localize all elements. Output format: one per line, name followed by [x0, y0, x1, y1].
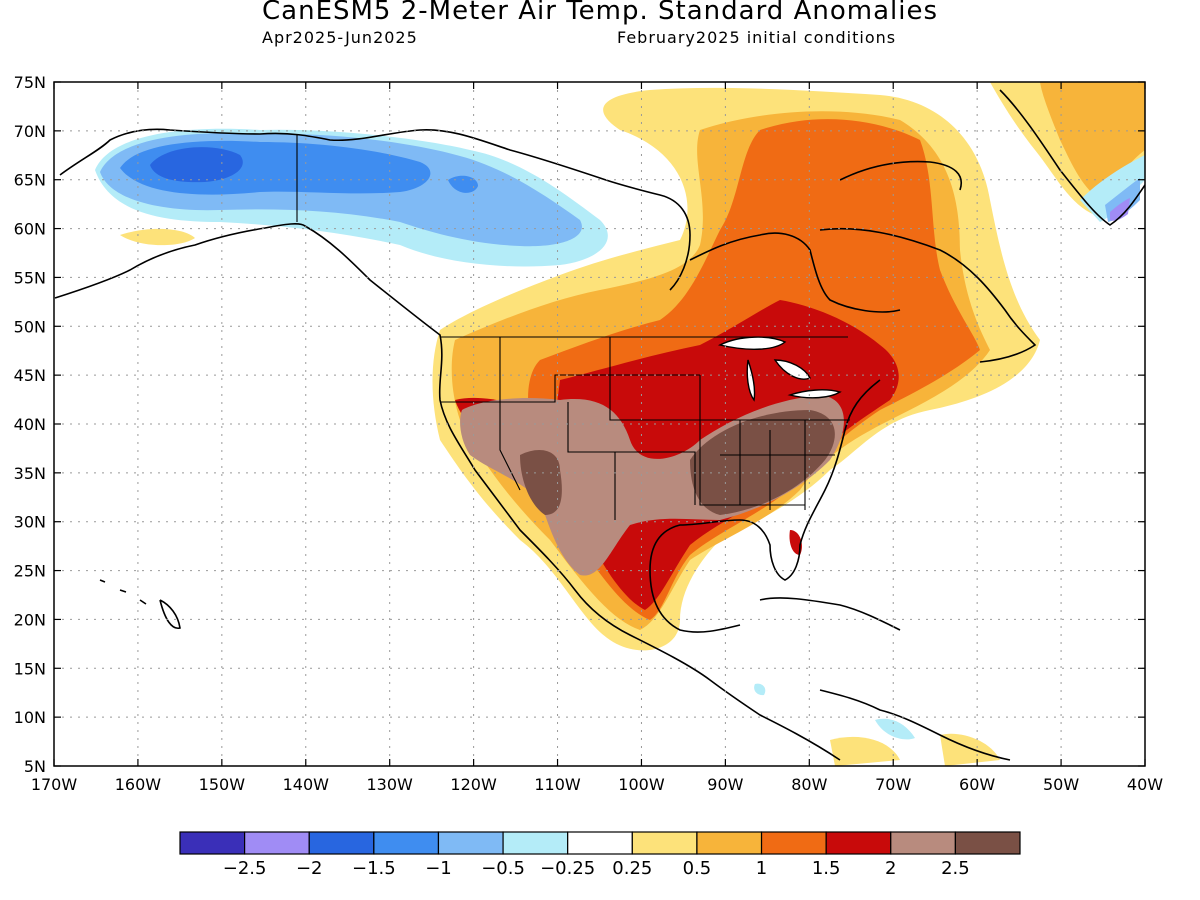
lat-tick-label: 55N: [14, 268, 46, 287]
legend-label: 1: [756, 858, 767, 879]
lon-tick-label: 100W: [618, 775, 665, 794]
legend-swatch: [244, 831, 310, 855]
lat-tick-label: 45N: [14, 366, 46, 385]
legend-swatch: [308, 831, 375, 855]
legend-label: −2: [296, 858, 323, 879]
lat-tick-label: 15N: [14, 659, 46, 678]
lat-tick-label: 5N: [24, 757, 46, 776]
map-title: CanESM5 2-Meter Air Temp. Standard Anoma…: [262, 0, 938, 26]
lon-tick-label: 50W: [1043, 775, 1079, 794]
gridlines: [54, 82, 1145, 766]
lat-tick-label: 65N: [14, 171, 46, 190]
lon-tick-label: 60W: [959, 775, 995, 794]
legend-swatch: [502, 831, 569, 855]
initial-conditions: February2025 initial conditions: [617, 28, 897, 47]
legend-label: −0.5: [481, 858, 525, 879]
lat-tick-label: 20N: [14, 610, 46, 629]
lat-tick-label: 70N: [14, 122, 46, 141]
lat-tick-label: 10N: [14, 708, 46, 727]
lat-tick-label: 50N: [14, 317, 46, 336]
lon-tick-label: 70W: [875, 775, 911, 794]
lat-tick-label: 35N: [14, 464, 46, 483]
legend-swatch: [437, 831, 504, 855]
legend-swatch: [760, 831, 827, 855]
lon-tick-label: 40W: [1127, 775, 1163, 794]
legend-swatch: [567, 831, 633, 855]
legend-swatch: [373, 831, 440, 855]
lat-tick-label: 60N: [14, 220, 46, 239]
legend-swatch: [890, 831, 956, 855]
legend-label: −2.5: [223, 858, 267, 879]
coastlines: [54, 89, 1145, 761]
lat-tick-label: 40N: [14, 415, 46, 434]
lon-tick-label: 130W: [367, 775, 414, 794]
lon-tick-label: 120W: [450, 775, 497, 794]
lat-tick-label: 75N: [14, 73, 46, 92]
lon-tick-label: 90W: [707, 775, 743, 794]
legend-label: 0.5: [683, 858, 712, 879]
lat-tick-label: 30N: [14, 513, 46, 532]
political-borders: [296, 135, 850, 520]
map-axes: 75N 70N 65N 60N 55N 50N 45N 40N 35N 30N 25N 20N 15N 1…: [14, 73, 1164, 794]
legend-swatch: [825, 831, 892, 855]
lon-tick-label: 140W: [283, 775, 330, 794]
lon-tick-label: 80W: [791, 775, 827, 794]
legend-swatch: [179, 831, 246, 855]
color-legend: −2.5 −2 −1.5 −1 −0.5 −0.25 0.25 0.5 1 1.5 2 2.5: [179, 831, 1021, 879]
lon-tick-label: 170W: [31, 775, 78, 794]
forecast-period: Apr2025-Jun2025: [262, 28, 418, 47]
lon-tick-label: 150W: [199, 775, 246, 794]
legend-label: 2: [885, 858, 896, 879]
legend-label: −1: [425, 858, 452, 879]
legend-label: 0.25: [612, 858, 652, 879]
legend-swatch: [696, 831, 763, 855]
great-lakes: [717, 336, 842, 402]
lat-tick-label: 25N: [14, 562, 46, 581]
lon-tick-label: 110W: [534, 775, 581, 794]
legend-label: 1.5: [812, 858, 841, 879]
legend-label: −0.25: [540, 858, 595, 879]
legend-swatch: [954, 831, 1021, 855]
legend-swatch: [631, 831, 698, 855]
legend-label: 2.5: [941, 858, 970, 879]
legend-label: −1.5: [352, 858, 396, 879]
lon-tick-label: 160W: [115, 775, 162, 794]
